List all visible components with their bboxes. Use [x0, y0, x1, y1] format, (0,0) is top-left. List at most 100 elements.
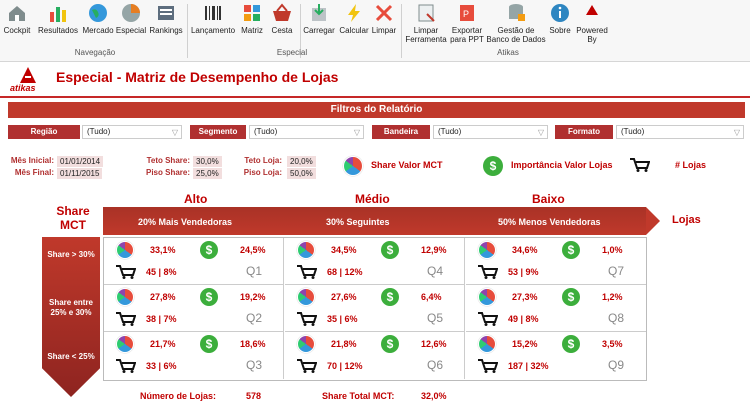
mercado-button[interactable]: Mercado	[80, 2, 116, 46]
share-mct-label: Share MCT	[56, 204, 90, 232]
resultados-button[interactable]: Resultados	[36, 2, 80, 46]
share-value: 27,6%	[331, 292, 357, 302]
cart-icon	[116, 265, 136, 279]
rankings-button[interactable]: Rankings	[148, 2, 184, 46]
store-count-value: 33 | 6%	[146, 361, 177, 371]
export-ppt-icon: P	[460, 5, 474, 21]
piso-loja-label: Piso Loja:	[243, 168, 282, 177]
column-title-medio: Médio	[355, 192, 390, 206]
filter-regiao-label: Região	[8, 125, 80, 139]
carregar-button[interactable]: Carregar	[302, 2, 336, 46]
piso-share-value: 25,0%	[193, 168, 222, 179]
sobre-button[interactable]: Sobre	[546, 2, 574, 46]
cart-icon	[116, 312, 136, 326]
cart-icon	[478, 265, 498, 279]
share-total-label: Share Total MCT:	[322, 391, 395, 401]
filters-section-title: Filtros do Relatório	[8, 102, 745, 118]
share-value: 33,1%	[150, 245, 176, 255]
num-lojas-value: 578	[246, 391, 262, 401]
filter-regiao-select[interactable]: (Tudo) ▽	[82, 125, 182, 139]
limpar-ferramenta-button[interactable]: Limpar Ferramenta	[404, 2, 448, 46]
cockpit-button[interactable]: Cockpit	[2, 2, 32, 46]
store-count-value: 53 | 9%	[508, 267, 539, 277]
importance-value: 18,6%	[240, 339, 266, 349]
column-subtitle-baixo: 50% Menos Vendedoras	[498, 217, 601, 227]
filter-segmento-label: Segmento	[190, 125, 246, 139]
ribbon-separator	[300, 4, 301, 58]
group-atikas: Atikas	[497, 48, 519, 57]
matrix-cell: 27,8% $19,2% 38 | 7% Q2	[104, 285, 284, 332]
dropdown-icon: ▽	[537, 128, 544, 137]
ranking-icon	[158, 6, 174, 20]
cart-icon	[478, 359, 498, 373]
share-total-value: 32,0%	[421, 391, 447, 401]
dollar-coin-icon: $	[200, 241, 218, 259]
quadrant-label: Q2	[246, 311, 263, 325]
store-count-value: 68 | 12%	[327, 267, 363, 277]
cesta-button[interactable]: Cesta	[268, 2, 296, 46]
dropdown-icon: ▽	[353, 128, 360, 137]
clear-sheet-icon	[418, 4, 435, 22]
column-subtitle-alto: 20% Mais Vendedoras	[138, 217, 233, 227]
store-count-value: 45 | 8%	[146, 267, 177, 277]
num-lojas-label: Número de Lojas:	[140, 391, 217, 401]
mes-inicial-value: 01/01/2014	[57, 156, 104, 167]
filter-bandeira-select[interactable]: (Tudo) ▽	[433, 125, 548, 139]
importance-value: 1,2%	[602, 292, 623, 302]
svg-text:P: P	[463, 9, 469, 19]
pie-chart-icon	[478, 335, 496, 353]
dollar-coin-icon: $	[381, 335, 399, 353]
share-value: 27,3%	[512, 292, 538, 302]
dropdown-icon: ▽	[171, 128, 178, 137]
carregar-label: Carregar	[303, 26, 335, 35]
store-count-value: 38 | 7%	[146, 314, 177, 324]
column-subtitle-medio: 30% Seguintes	[326, 217, 390, 227]
quadrant-label: Q5	[427, 311, 444, 325]
share-value: 21,7%	[150, 339, 176, 349]
matrix-cell: 21,7% $18,6% 33 | 6% Q3	[104, 332, 284, 379]
exportar-ppt-button[interactable]: P Exportar para PPT	[448, 2, 486, 46]
dollar-coin-icon: $	[200, 335, 218, 353]
filter-bandeira-label: Bandeira	[372, 125, 430, 139]
pie-chart-icon	[478, 241, 496, 259]
gestao-banco-button[interactable]: Gestão de Banco de Dados	[486, 2, 546, 46]
pie-chart-icon	[116, 241, 134, 259]
filter-formato-select[interactable]: (Tudo) ▽	[616, 125, 744, 139]
legend-importancia: Importância Valor Lojas	[511, 160, 613, 170]
teto-loja-value: 20,0%	[287, 156, 316, 167]
powered-by-label: Powered By	[576, 26, 608, 44]
quadrant-label: Q1	[246, 264, 263, 278]
limpar-button[interactable]: Limpar	[370, 2, 398, 46]
logo-text: atikas	[10, 83, 36, 93]
pie-chart-icon	[343, 156, 363, 176]
quadrant-label: Q7	[608, 264, 625, 278]
filter-regiao-value: (Tudo)	[87, 127, 111, 136]
share-value: 34,5%	[331, 245, 357, 255]
pie-chart-icon	[478, 288, 496, 306]
filter-formato-value: (Tudo)	[621, 127, 645, 136]
legend-share: Share Valor MCT	[371, 160, 443, 170]
share-value: 27,8%	[150, 292, 176, 302]
group-navegacao: Navegação	[74, 48, 116, 57]
matriz-button[interactable]: Matriz	[238, 2, 266, 46]
calcular-label: Calcular	[339, 26, 369, 35]
cart-icon	[630, 158, 650, 172]
importance-value: 12,9%	[421, 245, 447, 255]
dollar-coin-icon: $	[562, 288, 580, 306]
lancamento-button[interactable]: Lançamento	[190, 2, 236, 46]
powered-by-button[interactable]: Powered By	[574, 2, 610, 46]
filter-segmento-select[interactable]: (Tudo) ▽	[249, 125, 364, 139]
pie-chart-icon	[116, 288, 134, 306]
row-label-share-gt-30: Share > 30%	[47, 250, 95, 259]
barcode-icon	[205, 6, 221, 20]
especial-button[interactable]: Especial	[116, 2, 146, 46]
matrix-cell: 34,5% $12,9% 68 | 12% Q4	[285, 238, 465, 285]
mes-inicial-label: Mês Inicial:	[10, 156, 54, 165]
cart-icon	[297, 265, 317, 279]
exportar-ppt-label: Exportar para PPT	[450, 26, 484, 44]
calcular-button[interactable]: Calcular	[338, 2, 370, 46]
store-count-value: 70 | 12%	[327, 361, 363, 371]
row-label-share-lt-25: Share < 25%	[47, 352, 95, 361]
ribbon-separator	[401, 4, 402, 58]
cockpit-label: Cockpit	[3, 26, 31, 35]
